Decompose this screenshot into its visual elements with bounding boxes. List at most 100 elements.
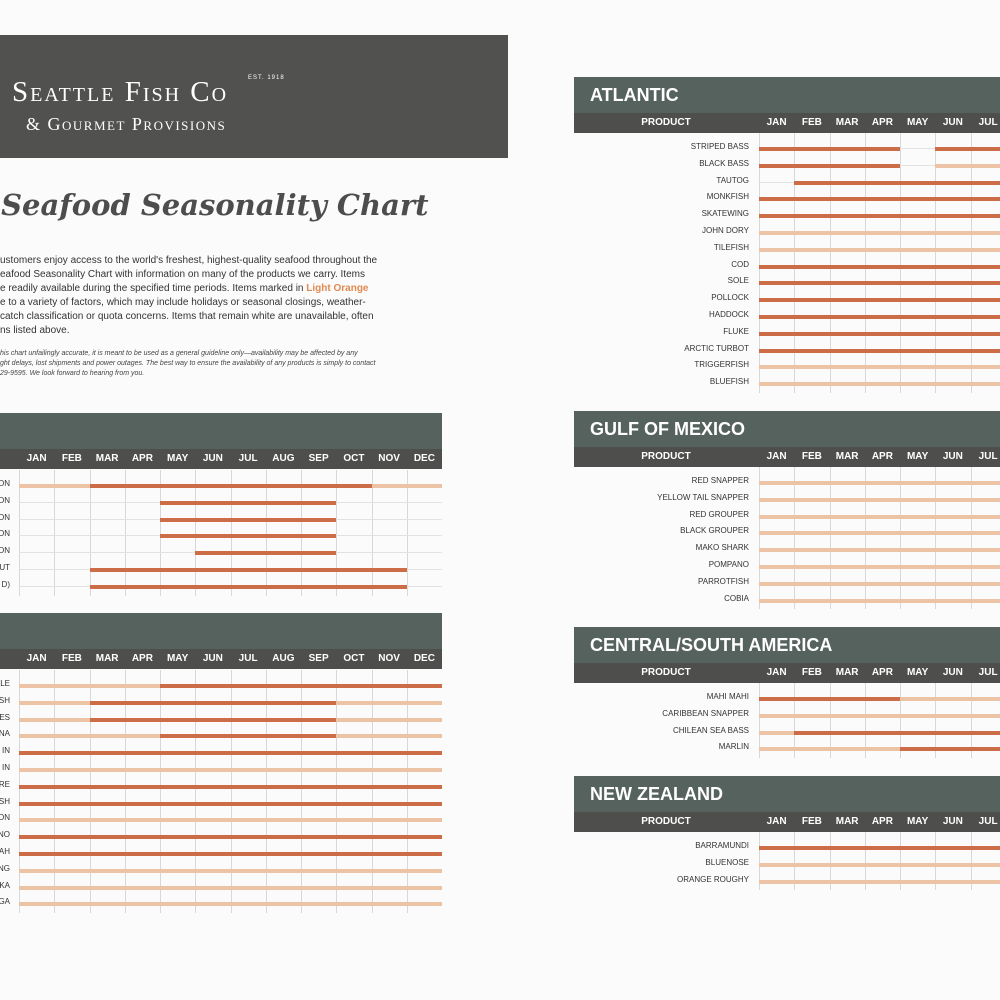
seasonality-section: CENTRAL/SOUTH AMERICA PRODUCT JAN FEB MAR APR… [574,627,1000,762]
month-header-jan: JAN [766,667,787,678]
intro-line-text: e readily available during the specified… [0,283,307,294]
product-label: SH [0,796,10,806]
product-label: ON [0,813,10,823]
grid-column-line [759,467,760,610]
limited-availability-bar [759,481,1000,485]
product-column-header: PRODUCT [641,451,691,462]
seasonality-section: JAN FEB MAR APR MAY JUN JUL AUG SEP OCT NOV DEC ON ON… [0,413,442,600]
availability-bar [89,717,337,722]
product-label: LE [0,679,10,688]
grid-column-line [230,470,232,596]
product-label: ES [0,712,10,722]
intro-text: ustomers enjoy access to the world's fre… [0,254,418,338]
limited-availability-bar [759,497,1000,502]
brand-established: EST. 1918 [248,75,285,81]
grid-column-line [265,470,267,596]
intro-line: ns listed above. [0,325,70,336]
limited-availability-bar [759,514,1000,519]
month-header-row: PRODUCT JAN FEB MAR APR MAY JUN JUL [574,113,1000,133]
grid-column-line [336,670,338,914]
product-label: UT [0,563,10,572]
month-header-dec: DEC [413,653,435,664]
product-label: TILEFISH [713,242,749,252]
limited-availability-bar [19,700,90,705]
section-title [0,613,442,649]
product-label: MAHI MAHI [706,692,749,701]
grid-column-line [794,683,796,759]
month-header-mar: MAR [95,453,119,464]
month-header-oct: OCT [343,653,365,664]
availability-bar [19,801,442,806]
availability-bar [759,315,1000,319]
limited-availability-bar [336,700,442,705]
product-label: TAUTOG [716,175,749,185]
limited-availability-bar [336,717,442,722]
grid-column-line [935,832,937,891]
month-header-sep: SEP [308,653,329,664]
grid-column-line [794,467,796,610]
product-label: NG [0,863,10,873]
intro-line: eafood Seasonality Chart with informatio… [0,269,365,280]
month-header-may: MAY [906,451,929,462]
grid-column-line [829,467,831,610]
month-header-nov: NOV [378,653,400,664]
month-header-apr: APR [871,451,893,462]
availability-bar [160,534,337,539]
product-label: POMPANO [708,560,749,569]
limited-availability-bar [19,717,90,722]
availability-bar [759,348,1000,353]
availability-bar [160,684,442,688]
limited-availability-bar [19,684,160,688]
product-label: PARROTFISH [698,576,749,586]
product-label: COD [731,259,749,269]
limited-availability-bar [759,730,795,735]
month-header-jul: JUL [978,117,998,128]
product-label: ON [0,512,10,522]
product-label: HADDOCK [708,310,749,319]
limited-availability-bar [759,879,1000,884]
limited-availability-bar [759,247,1000,252]
product-column-header: PRODUCT [641,816,691,827]
grid-column-line [371,470,373,596]
product-label: FLUKE [723,326,749,336]
limited-availability-bar [19,818,442,823]
product-label: ARCTIC TURBOT [684,343,749,353]
grid-column-line [54,670,56,914]
seasonality-section: NEW ZEALAND PRODUCT JAN FEB MAR APR MAY JUN JUL B… [574,776,1000,894]
month-header-may: MAY [906,117,929,128]
month-header-mar: MAR [835,117,859,128]
product-label: GA [0,897,10,907]
product-label: NO [0,830,10,840]
month-header-oct: OCT [343,453,365,464]
limited-availability-bar [19,868,442,873]
grid-column-line [794,133,796,393]
limited-availability-bar [336,734,442,739]
limited-availability-bar [759,365,1000,370]
limited-availability-bar [759,531,1000,536]
legend-light-orange: Light Orange [306,283,369,294]
availability-bar [89,568,407,572]
month-header-feb: FEB [801,117,822,128]
grid-column-line [829,683,831,759]
grid-column-line [900,832,901,891]
intro-line: e to a variety of factors, which may inc… [0,297,366,308]
availability-bar [160,734,337,739]
product-label: KA [0,880,10,890]
availability-bar [759,147,900,151]
availability-bar [89,484,372,488]
availability-bar [759,298,1000,303]
availability-bar [794,730,1000,735]
grid-column-line [195,670,197,914]
month-header-jan: JAN [26,653,47,664]
section-title [0,413,442,449]
product-label: ORANGE ROUGHY [676,874,749,884]
month-header-jul: JUL [978,816,998,827]
product-label: BLUENOSE [705,857,749,867]
limited-availability-bar [19,768,442,772]
grid-column-line [371,670,373,914]
seasonality-section: JAN FEB MAR APR MAY JUN JUL AUG SEP OCT NOV DEC LE SH… [0,613,442,917]
availability-bar [759,281,1000,286]
month-header-dec: DEC [413,453,435,464]
product-label: RED SNAPPER [691,476,749,485]
section-title: ATLANTIC [574,77,1000,113]
